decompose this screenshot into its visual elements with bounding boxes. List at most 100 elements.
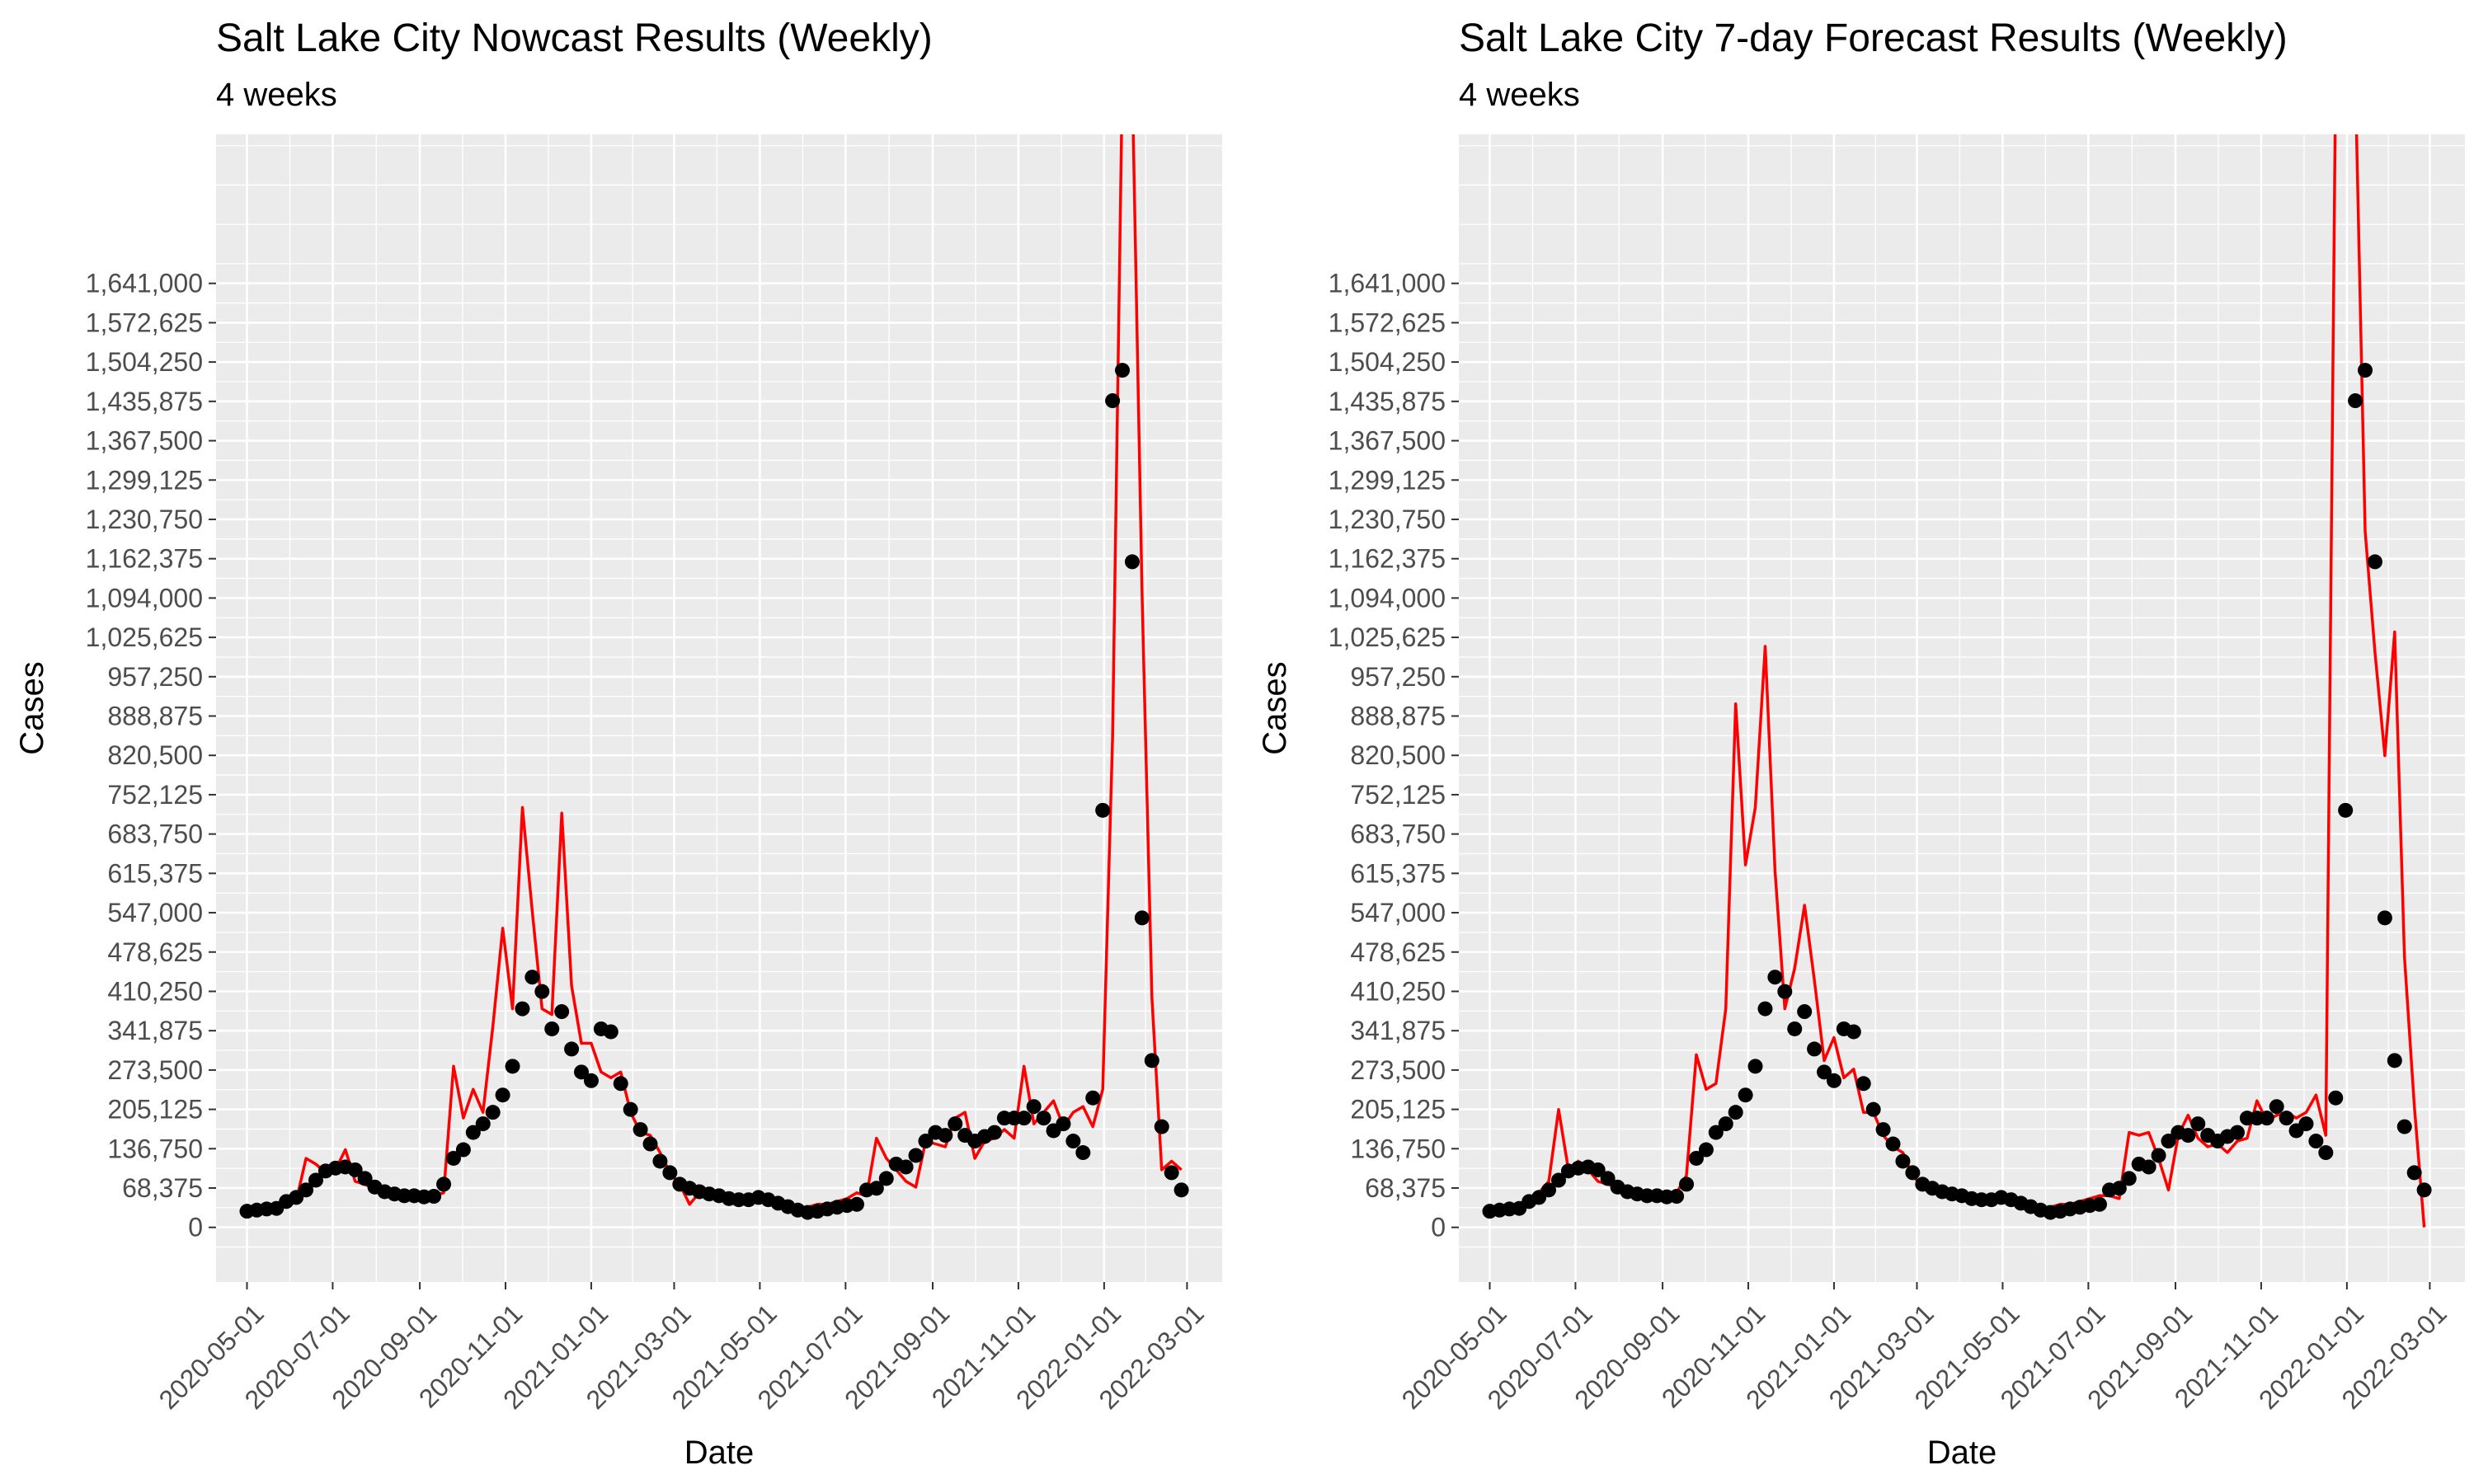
observed-point — [2367, 554, 2382, 570]
observed-point — [1817, 1064, 1832, 1080]
x-axis-title: Date — [1927, 1435, 1997, 1471]
observed-point — [475, 1116, 491, 1132]
y-tick-label: 341,875 — [1350, 1016, 1446, 1045]
observed-point — [633, 1122, 648, 1138]
observed-point — [2328, 1090, 2344, 1106]
observed-point — [1154, 1119, 1169, 1134]
y-tick-label: 1,435,875 — [1329, 387, 1446, 416]
y-tick-label: 888,875 — [107, 702, 203, 731]
observed-point — [2387, 1053, 2402, 1068]
y-tick-label: 615,375 — [107, 858, 203, 888]
observed-point — [1875, 1122, 1891, 1138]
y-tick-label: 478,625 — [107, 937, 203, 967]
data-layer — [1482, 134, 2432, 1228]
observed-point — [2141, 1159, 2157, 1175]
observed-point — [2229, 1125, 2245, 1140]
observed-point — [1174, 1182, 1189, 1198]
forecast-panel: Salt Lake City 7-day Forecast Results (W… — [1257, 16, 2465, 1471]
observed-point — [2111, 1181, 2127, 1196]
y-tick-label: 1,299,125 — [86, 465, 203, 495]
y-tick-label: 1,299,125 — [1329, 465, 1446, 495]
observed-point — [2151, 1148, 2166, 1163]
observed-point — [347, 1162, 363, 1177]
observed-point — [1541, 1182, 1557, 1198]
observed-point — [662, 1165, 678, 1181]
observed-point — [1134, 910, 1150, 926]
observed-point — [1885, 1136, 1901, 1152]
observed-point — [1856, 1076, 1871, 1092]
y-tick-label: 752,125 — [107, 780, 203, 810]
y-tick-label: 1,162,375 — [1329, 544, 1446, 574]
observed-point — [2091, 1196, 2107, 1212]
chart-subtitle: 4 weeks — [216, 77, 337, 113]
observed-point — [1036, 1111, 1051, 1126]
y-tick-label: 205,125 — [1350, 1095, 1446, 1125]
observed-point — [544, 1021, 560, 1036]
observed-point — [849, 1196, 864, 1212]
observed-point — [436, 1176, 452, 1192]
observed-point — [1095, 802, 1111, 818]
y-tick-label: 820,500 — [107, 740, 203, 770]
y-tick-label: 1,094,000 — [86, 583, 203, 613]
observed-point — [2416, 1182, 2432, 1198]
y-tick-label: 410,250 — [1350, 976, 1446, 1006]
y-tick-label: 273,500 — [107, 1055, 203, 1085]
observed-point — [1115, 363, 1131, 378]
observed-point — [1056, 1116, 1071, 1132]
y-tick-label: 478,625 — [1350, 937, 1446, 967]
observed-point — [583, 1073, 599, 1088]
observed-point — [2358, 363, 2373, 378]
observed-point — [908, 1148, 924, 1163]
observed-point — [1865, 1101, 1881, 1117]
y-tick-label: 1,162,375 — [86, 544, 203, 574]
observed-point — [1905, 1165, 1921, 1181]
observed-point — [357, 1171, 373, 1186]
observed-point — [986, 1125, 1002, 1140]
observed-point — [1590, 1162, 1606, 1177]
observed-point — [485, 1105, 501, 1120]
observed-point — [1085, 1090, 1101, 1106]
observed-point — [505, 1059, 520, 1074]
observed-point — [2348, 393, 2363, 409]
observed-point — [2298, 1116, 2314, 1132]
observed-point — [308, 1172, 323, 1188]
observed-point — [1679, 1176, 1695, 1192]
observed-point — [1550, 1172, 1566, 1188]
y-tick-label: 888,875 — [1350, 702, 1446, 731]
observed-point — [2121, 1171, 2137, 1186]
y-tick-label: 1,367,500 — [86, 426, 203, 456]
observed-point — [2396, 1119, 2412, 1134]
observed-point — [455, 1142, 471, 1158]
observed-point — [426, 1189, 442, 1205]
plot-background — [1459, 134, 2465, 1282]
observed-point — [299, 1182, 314, 1198]
observed-point — [1065, 1134, 1081, 1149]
observed-point — [524, 970, 540, 985]
observed-point — [613, 1076, 628, 1092]
observed-point — [1124, 554, 1140, 570]
y-tick-label: 1,367,500 — [1329, 426, 1446, 456]
observed-point — [2269, 1099, 2284, 1115]
y-tick-label: 957,250 — [107, 662, 203, 692]
observed-point — [898, 1159, 914, 1175]
y-tick-label: 1,094,000 — [1329, 583, 1446, 613]
chart-title: Salt Lake City Nowcast Results (Weekly) — [216, 16, 933, 60]
x-axis-title: Date — [684, 1435, 755, 1471]
observed-point — [554, 1004, 570, 1020]
y-tick-label: 410,250 — [107, 976, 203, 1006]
observed-point — [1895, 1153, 1911, 1169]
observed-point — [1767, 970, 1783, 985]
y-tick-label: 1,641,000 — [86, 269, 203, 298]
observed-point — [1026, 1099, 1042, 1115]
observed-point — [564, 1041, 580, 1057]
y-tick-label: 341,875 — [107, 1016, 203, 1045]
y-tick-label: 683,750 — [1350, 819, 1446, 849]
observed-point — [2180, 1128, 2196, 1144]
observed-point — [868, 1181, 884, 1196]
observed-point — [2318, 1145, 2334, 1161]
observed-point — [2308, 1134, 2324, 1149]
observed-point — [2338, 802, 2354, 818]
y-tick-label: 1,025,625 — [86, 622, 203, 652]
y-axis-title: Cases — [1257, 661, 1293, 754]
